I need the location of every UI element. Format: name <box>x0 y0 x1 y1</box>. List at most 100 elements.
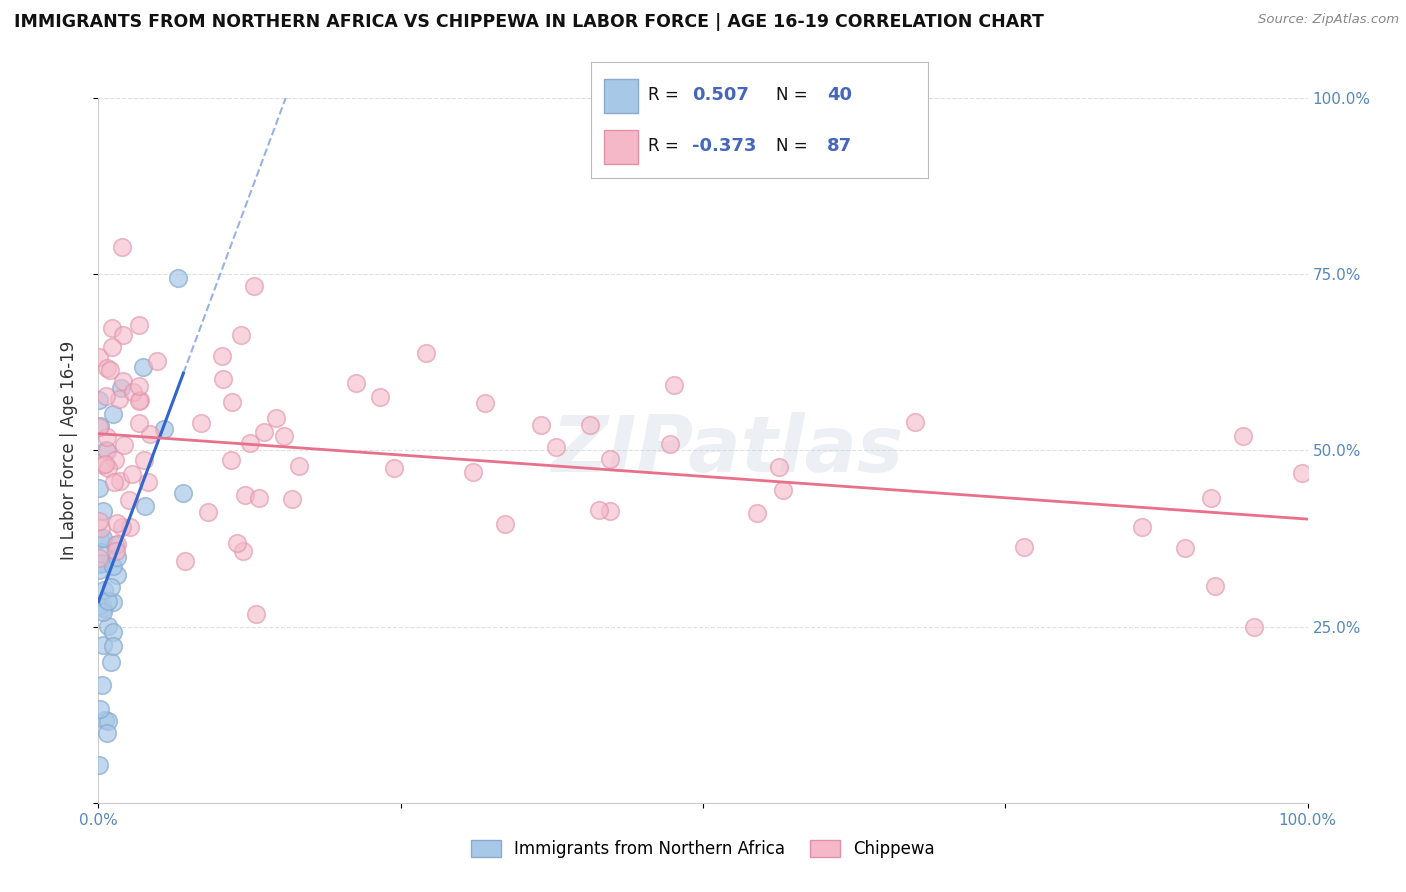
Point <box>112 327 135 342</box>
Text: 40: 40 <box>827 86 852 103</box>
Point <box>1014 540 1036 554</box>
Point <box>146 354 169 368</box>
Point <box>94 457 117 471</box>
Point <box>89 482 111 496</box>
Point <box>225 536 247 550</box>
Point <box>103 475 125 490</box>
Point <box>128 393 150 408</box>
Point <box>93 582 115 597</box>
Point <box>172 486 194 500</box>
Point <box>103 624 125 639</box>
Point <box>167 271 190 285</box>
Point <box>100 321 122 335</box>
Point <box>96 444 118 458</box>
Point <box>134 499 156 513</box>
Point <box>221 395 243 409</box>
Point <box>174 554 197 568</box>
Bar <box>605 129 638 164</box>
Point <box>89 551 111 566</box>
Text: ZIPatlas: ZIPatlas <box>551 412 903 489</box>
Point <box>747 506 769 520</box>
Bar <box>605 78 638 113</box>
Point <box>105 543 128 558</box>
Point <box>235 488 257 502</box>
Point <box>120 520 142 534</box>
Point <box>474 395 496 409</box>
Point <box>588 503 610 517</box>
Point <box>87 420 110 434</box>
Point <box>101 639 124 653</box>
Point <box>101 340 124 354</box>
Text: -0.373: -0.373 <box>692 137 756 155</box>
Point <box>229 327 252 342</box>
Point <box>768 459 790 474</box>
Point <box>664 378 686 392</box>
Point <box>90 521 112 535</box>
Point <box>904 415 927 429</box>
Point <box>91 638 114 652</box>
Point <box>153 422 176 436</box>
Point <box>98 363 121 377</box>
Point <box>219 452 242 467</box>
Point <box>128 318 150 332</box>
Point <box>97 461 120 475</box>
Text: N =: N = <box>776 137 813 155</box>
Point <box>247 491 270 505</box>
Point <box>89 419 111 434</box>
Point <box>90 678 112 692</box>
Point <box>122 384 145 399</box>
Point <box>1174 541 1197 555</box>
Point <box>91 556 114 570</box>
Point <box>772 483 794 497</box>
Point <box>105 537 128 551</box>
Point <box>253 425 276 439</box>
Legend: Immigrants from Northern Africa, Chippewa: Immigrants from Northern Africa, Chippew… <box>464 833 942 865</box>
Point <box>101 407 124 421</box>
Point <box>546 440 568 454</box>
Point <box>128 393 150 408</box>
Point <box>87 393 110 408</box>
Point <box>100 656 122 670</box>
Point <box>110 381 132 395</box>
Point <box>91 601 114 615</box>
Text: 0.507: 0.507 <box>692 86 748 103</box>
Point <box>101 595 124 609</box>
Point <box>138 475 160 489</box>
Point <box>368 390 391 404</box>
Point <box>599 504 621 518</box>
Text: 87: 87 <box>827 137 852 155</box>
Point <box>111 374 134 388</box>
Point <box>463 465 485 479</box>
Point <box>494 516 516 531</box>
Point <box>111 240 134 254</box>
Point <box>94 713 117 727</box>
Text: IMMIGRANTS FROM NORTHERN AFRICA VS CHIPPEWA IN LABOR FORCE | AGE 16-19 CORRELATI: IMMIGRANTS FROM NORTHERN AFRICA VS CHIPP… <box>14 13 1043 31</box>
Point <box>105 550 128 565</box>
Text: Source: ZipAtlas.com: Source: ZipAtlas.com <box>1258 13 1399 27</box>
Point <box>658 436 681 450</box>
Point <box>108 392 131 406</box>
Point <box>96 726 118 740</box>
Point <box>264 411 287 425</box>
Point <box>382 460 405 475</box>
Point <box>104 538 127 552</box>
Point <box>90 545 112 559</box>
Point <box>578 417 600 432</box>
Point <box>599 452 621 467</box>
Point <box>197 505 219 519</box>
Point <box>128 416 150 430</box>
Point <box>1204 579 1226 593</box>
Point <box>232 544 254 558</box>
Point <box>97 594 120 608</box>
Point <box>211 349 233 363</box>
Y-axis label: In Labor Force | Age 16-19: In Labor Force | Age 16-19 <box>59 341 77 560</box>
Point <box>1232 429 1254 443</box>
Point <box>1130 520 1153 534</box>
Point <box>239 435 262 450</box>
Point <box>89 532 111 546</box>
Point <box>118 493 141 508</box>
Point <box>1199 491 1222 505</box>
Text: N =: N = <box>776 86 813 103</box>
Point <box>273 429 295 443</box>
Point <box>89 702 111 716</box>
